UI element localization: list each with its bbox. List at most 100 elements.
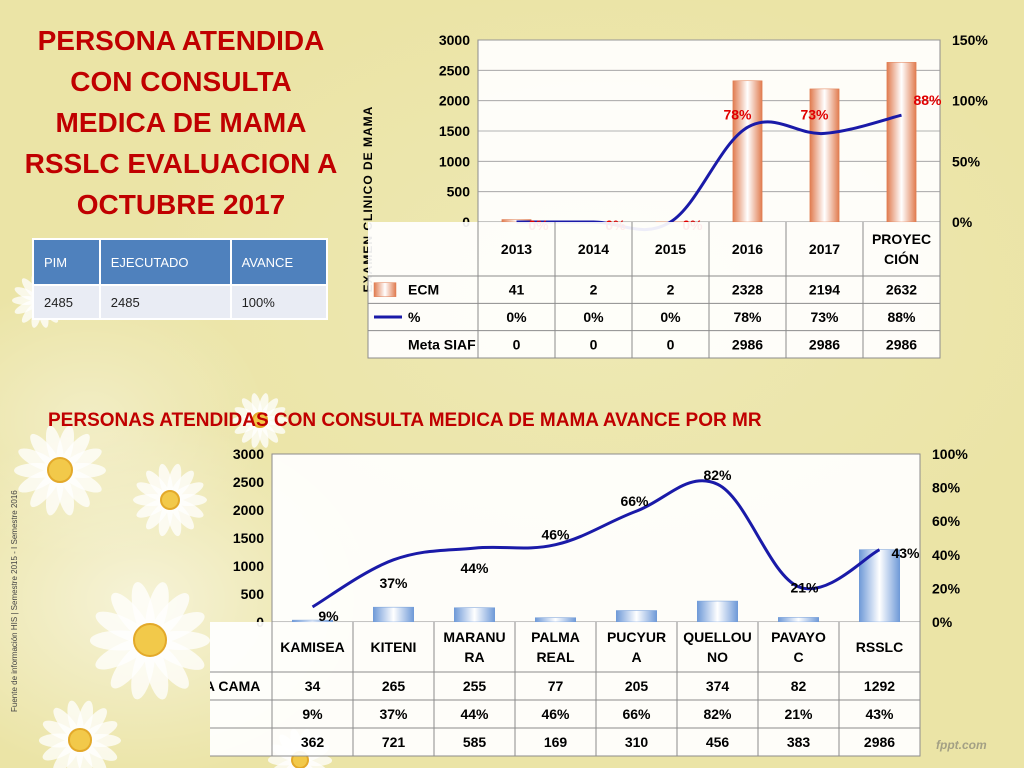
bar (809, 88, 840, 223)
table-cell-value: 374 (706, 678, 730, 694)
line-data-label: 9% (318, 608, 339, 624)
y-tick-label: 2000 (439, 93, 470, 109)
source-note: Fuente de información HIS | Semestre 201… (10, 490, 19, 712)
daisy-center (133, 623, 167, 657)
table-cell-value: 21% (784, 706, 813, 722)
line-data-label: 82% (703, 467, 732, 483)
category-label: RA (464, 649, 484, 665)
percent-line (311, 479, 881, 609)
summary-header-ejecutado: EJECUTADO (98, 238, 232, 286)
summary-value-avance: 100% (229, 284, 329, 320)
table-cell-value: 88% (887, 309, 916, 325)
category-label: 2013 (501, 241, 532, 257)
y2-tick-label: 80% (932, 480, 961, 496)
line-data-label: 78% (723, 106, 752, 122)
chart-subtitle: PERSONAS ATENDIDAS CON CONSULTA MEDICA D… (48, 410, 762, 431)
watermark-logo: fppt.com (936, 738, 987, 752)
category-label: 2017 (809, 241, 840, 257)
y-tick-label: 3000 (233, 446, 264, 462)
category-label: PALMA (531, 629, 580, 645)
table-cell-value: 46% (541, 706, 570, 722)
table-cell-value: 2 (590, 282, 598, 298)
bar (535, 617, 576, 623)
table-cell-value: 0 (513, 336, 521, 352)
table-cell-value: 77 (548, 678, 564, 694)
table-cell-value: 2986 (809, 336, 840, 352)
table-cell-value: 721 (382, 734, 406, 750)
y-tick-label: 2500 (233, 474, 264, 490)
category-label: PAVAYO (771, 629, 826, 645)
table-cell-value: 0% (660, 309, 681, 325)
y2-tick-label: 50% (952, 153, 981, 169)
summary-table: PIM EJECUTADO AVANCE 2485 2485 100% (32, 238, 329, 320)
legend-entry: ECM (408, 282, 439, 298)
bar (454, 607, 495, 623)
category-label: RSSLC (856, 639, 903, 655)
category-label: C (793, 649, 803, 665)
y2-tick-label: 100% (932, 446, 968, 462)
line-data-label: 43% (891, 545, 920, 561)
y2-tick-label: 60% (932, 513, 961, 529)
table-cell-value: 2328 (732, 282, 763, 298)
category-label: NO (707, 649, 728, 665)
table-cell-value: 78% (733, 309, 762, 325)
y-tick-label: 2000 (233, 502, 264, 518)
daisy-center (159, 489, 181, 511)
bar (778, 617, 819, 623)
category-label: 2016 (732, 241, 763, 257)
daisy-center (47, 457, 73, 483)
legend-key-bar (373, 282, 397, 297)
category-label: PUCYUR (607, 629, 666, 645)
table-cell-value: 255 (463, 678, 487, 694)
table-cell-value: 205 (625, 678, 649, 694)
table-cell-value: 37% (379, 706, 408, 722)
summary-header-pim: PIM (32, 238, 101, 286)
table-cell-value: 1292 (864, 678, 895, 694)
table-cell-value: 82 (791, 678, 807, 694)
table-cell-value: 82% (703, 706, 732, 722)
category-label: PROYEC (872, 231, 931, 247)
y2-tick-label: 150% (952, 32, 988, 48)
daisy-petal (260, 415, 288, 425)
daisy-center (252, 412, 268, 428)
table-cell-value: 34 (305, 678, 321, 694)
category-label: 2014 (578, 241, 609, 257)
legend-entry: CONSEJERIA CAMA (210, 678, 260, 694)
summary-header-row: PIM EJECUTADO AVANCE (32, 238, 329, 286)
table-cell-value: 2986 (732, 336, 763, 352)
table-cell-value: 456 (706, 734, 730, 750)
line-data-label: 46% (541, 527, 570, 543)
y-tick-label: 1000 (233, 558, 264, 574)
table-cell-value: 2986 (886, 336, 917, 352)
table-cell-value: 383 (787, 734, 811, 750)
summary-value-ejecutado: 2485 (98, 284, 232, 320)
line-data-label: 73% (800, 106, 829, 122)
data-table-border (367, 275, 941, 359)
y-tick-label: 1000 (439, 153, 470, 169)
y2-tick-label: 20% (932, 580, 961, 596)
y-tick-label: 2500 (439, 62, 470, 78)
line-data-label: 21% (790, 580, 819, 596)
y2-tick-label: 40% (932, 547, 961, 563)
line-data-label: 44% (460, 560, 489, 576)
summary-value-pim: 2485 (32, 284, 101, 320)
bar (697, 600, 738, 623)
table-cell-value: 362 (301, 734, 325, 750)
data-table-border (210, 671, 921, 757)
table-cell-value: 0% (583, 309, 604, 325)
table-cell-value: 73% (810, 309, 839, 325)
table-cell-value: 0 (590, 336, 598, 352)
daisy-center (68, 728, 92, 752)
y-tick-label: 500 (241, 586, 265, 602)
bar (859, 549, 900, 623)
table-cell-value: 2632 (886, 282, 917, 298)
plot-area (271, 453, 921, 623)
daisy-petal (300, 755, 333, 766)
table-cell-value: 0% (506, 309, 527, 325)
table-cell-value: 43% (865, 706, 894, 722)
y2-tick-label: 0% (932, 614, 953, 630)
category-label: REAL (536, 649, 575, 665)
category-label: KAMISEA (280, 639, 345, 655)
table-cell-value: 9% (302, 706, 323, 722)
